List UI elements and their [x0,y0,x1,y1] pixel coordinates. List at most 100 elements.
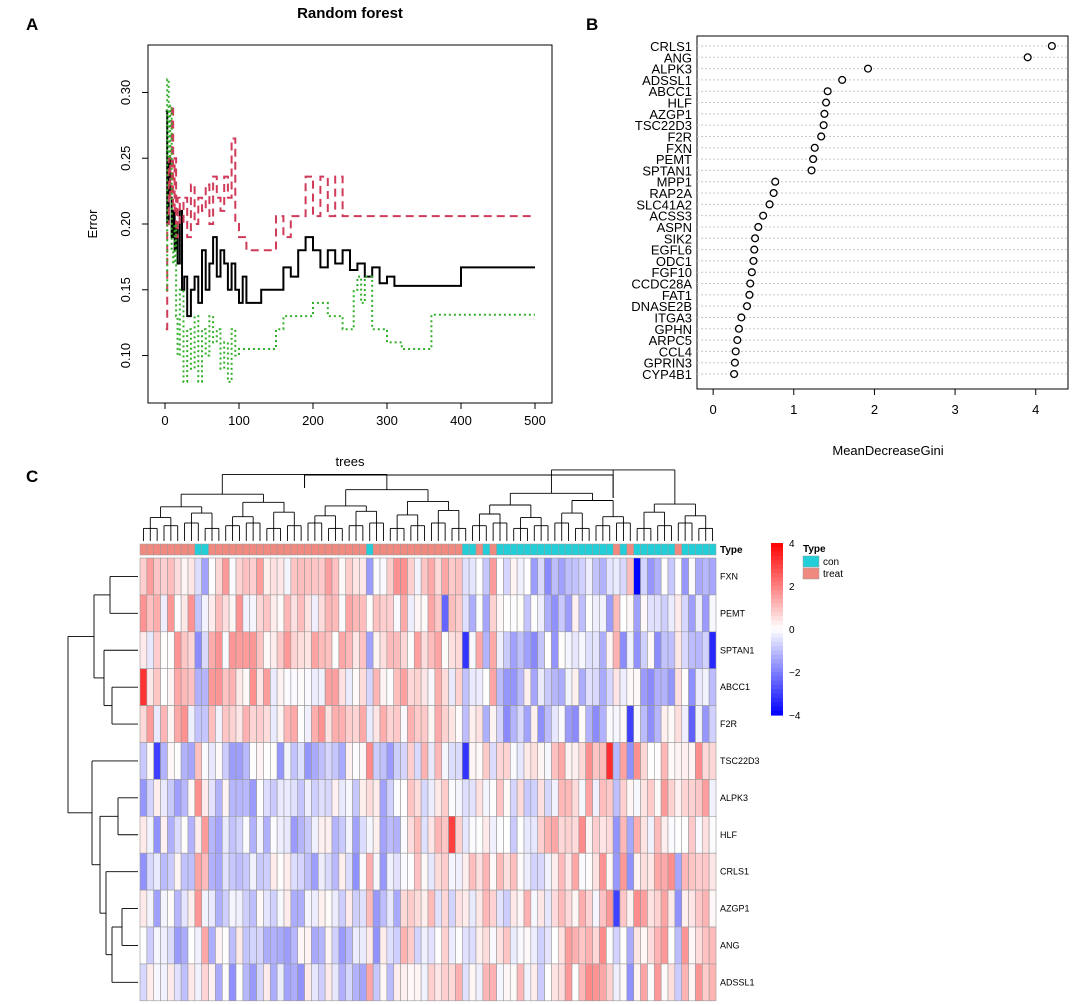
plot-b-gene-label: SLC41A2 [636,197,692,212]
heatmap-cell [372,594,381,633]
heatmap-cell [585,631,593,669]
heatmap-cell [537,742,545,780]
heatmap-cell [187,557,196,596]
heatmap-cell [605,889,614,928]
color-scale-step [771,598,783,604]
plot-a-title: Random forest [297,5,403,22]
heatmap-cell [509,557,518,596]
heatmap-cell [269,963,278,1002]
heatmap-cell [365,963,374,1002]
heatmap-cell [331,889,340,928]
heatmap-cell [544,926,552,965]
annotation-cell [441,543,449,556]
heatmap-cell [544,963,552,1002]
annotation-cell [283,543,292,556]
heatmap-cell [503,852,511,891]
heatmap-cell [283,852,292,891]
heatmap-cell [352,852,360,891]
heatmap-cell [578,963,587,1002]
heatmap-cell [448,742,456,780]
heatmap-cell [516,557,525,596]
heatmap-cell [674,742,683,780]
heatmap-cell [194,852,203,891]
color-scale-step [771,560,783,566]
heatmap-cell [619,594,628,633]
heatmap-cell [180,631,189,669]
heatmap-cell [544,705,552,743]
heatmap-cell [619,779,628,817]
heatmap-cell [530,557,539,596]
heatmap-cell [283,963,292,1002]
heatmap-cell [503,779,511,817]
heatmap-cell [475,963,484,1002]
heatmap-cell [605,779,614,817]
heatmap-cell [379,631,388,669]
heatmap-cell [345,926,353,965]
plot-b-point [810,143,819,152]
plot-b-point [769,188,778,198]
heatmap-cell [311,926,319,965]
heatmap-cell [160,815,168,854]
heatmap-cell [468,594,477,633]
heatmap-cell [407,557,415,596]
plot-b-gene-label: F2R [667,129,692,144]
type-legend-label: con [823,557,839,568]
color-scale-tick-label: −4 [789,711,801,722]
heatmap-cell [359,594,367,633]
heatmap-cell [228,963,237,1002]
heatmap-row-label: CRLS1 [720,867,749,877]
heatmap-cell [585,889,593,928]
heatmap-cell [640,631,648,669]
heatmap-cell [647,779,655,817]
heatmap-cell [194,631,203,669]
plot-b-xtick-label: 0 [710,402,717,417]
heatmap-cell [489,852,497,891]
heatmap-cell [557,815,566,854]
plot-b-point [746,279,755,288]
heatmap-cell [379,963,388,1002]
heatmap-cell [427,889,436,928]
heatmap-cell [160,963,168,1002]
heatmap-cell [523,668,532,706]
heatmap-cell [256,852,264,891]
annotation-cell [167,543,175,556]
heatmap-cell [441,557,449,596]
heatmap-cell [235,594,244,633]
annotation-cell [331,543,340,556]
plot-b-xlabel: MeanDecreaseGini [832,443,943,458]
heatmap-cell [503,963,511,1002]
heatmap-cell [681,926,689,965]
heatmap-cell [372,926,381,965]
heatmap-cell [557,926,566,965]
plot-b-frame [696,35,1069,390]
heatmap-cell [215,594,223,633]
heatmap-cell [551,815,559,854]
heatmap-cell [290,557,299,596]
heatmap-cell [221,963,230,1002]
heatmap-cell [365,926,374,965]
heatmap-cell [455,852,463,891]
color-scale-step [771,706,783,712]
heatmap-cell [427,963,436,1002]
heatmap-cell [386,557,395,596]
heatmap-cell [242,815,251,854]
heatmap-cell [359,668,367,706]
heatmap-cell [235,779,244,817]
plot-b-point [1023,53,1032,62]
heatmap-cell [695,742,703,780]
heatmap-cell [215,742,223,780]
heatmap-cell [290,889,299,928]
heatmap-cell [626,779,635,817]
heatmap-cell [605,926,614,965]
heatmap-cell [167,594,175,633]
plot-b-point [765,200,774,209]
heatmap-cell [283,779,292,817]
heatmap-cell [564,852,573,891]
heatmap-cell [297,926,305,965]
heatmap-cell [688,742,696,780]
heatmap-cell [413,668,422,706]
heatmap-cell [297,889,305,928]
heatmap-cell [427,705,436,743]
heatmap-cell [173,594,182,633]
heatmap-cell [400,742,408,780]
